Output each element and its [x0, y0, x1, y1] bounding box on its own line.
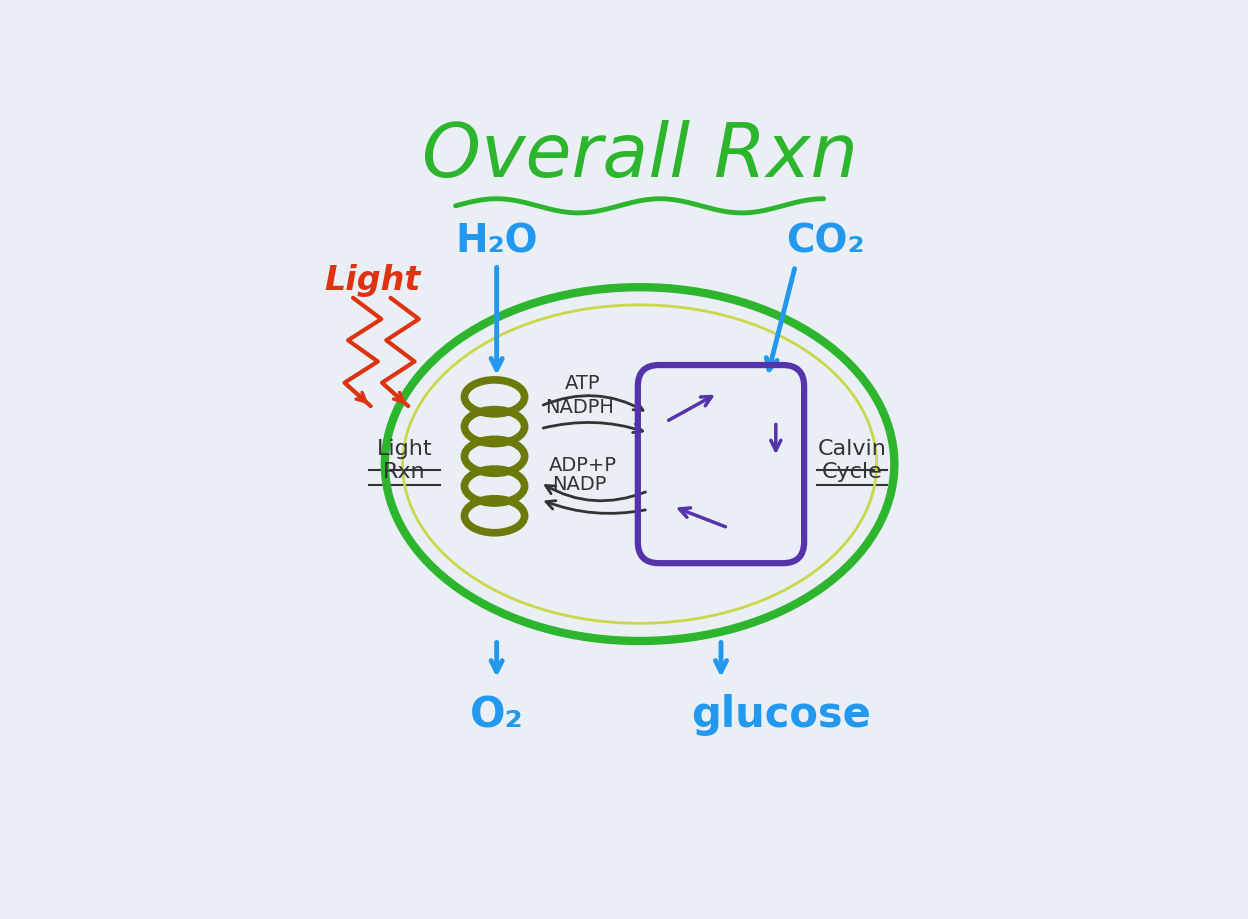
Text: glucose: glucose [691, 694, 871, 736]
Text: Light
Rxn: Light Rxn [377, 439, 433, 482]
Text: CO₂: CO₂ [786, 222, 865, 260]
Text: Calvin
Cycle: Calvin Cycle [817, 439, 886, 482]
Text: ATP: ATP [565, 374, 600, 393]
Text: O₂: O₂ [469, 694, 523, 736]
Text: ADP+P: ADP+P [549, 457, 617, 475]
Text: NADP: NADP [553, 475, 607, 494]
Text: NADPH: NADPH [545, 398, 614, 416]
Text: H₂O: H₂O [456, 222, 538, 260]
Text: Overall Rxn: Overall Rxn [422, 120, 857, 192]
Text: Light: Light [324, 264, 421, 297]
